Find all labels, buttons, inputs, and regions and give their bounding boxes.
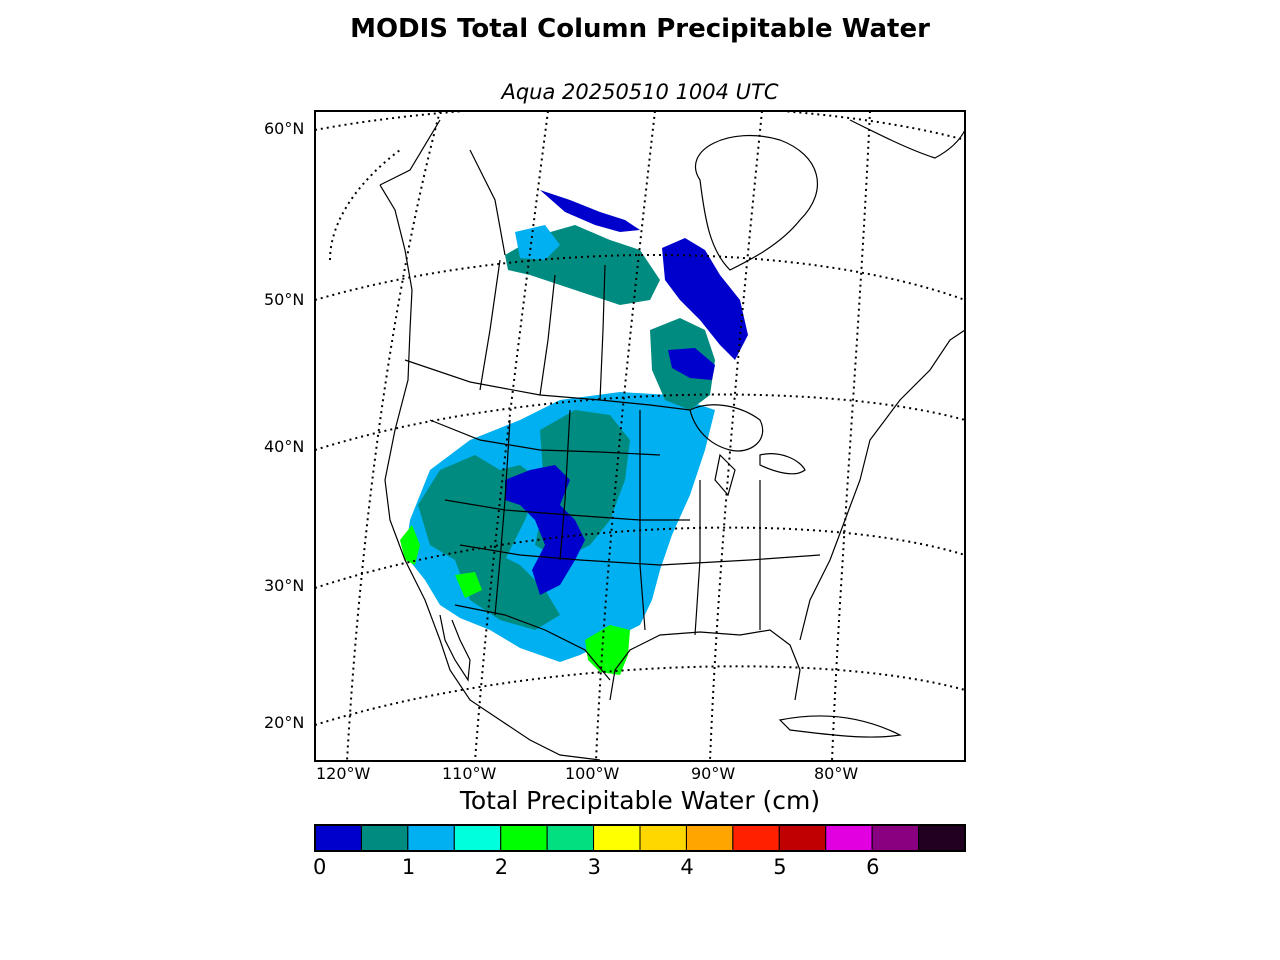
colorbar-tick-label: 4	[680, 855, 694, 879]
colorbar-bin-0	[314, 824, 362, 852]
colorbar-tick-label: 3	[587, 855, 601, 879]
lon-label-80w: 80°W	[814, 764, 859, 783]
colorbar-bin-4	[500, 824, 548, 852]
pw-region-light-blue-prairies	[515, 225, 560, 260]
colorbar-tick-label: 2	[494, 855, 509, 879]
colorbar-tick-label: 0	[313, 855, 327, 879]
lon-label-110w: 110°W	[442, 764, 497, 783]
colorbar-bin-7	[639, 824, 687, 852]
pw-region-teal-southwest	[455, 550, 560, 630]
colorbar-frame	[314, 824, 966, 852]
meridian-lines	[329, 111, 871, 761]
map-panel	[315, 111, 965, 761]
pw-region-green-arizona	[455, 572, 482, 598]
lon-label-90w: 90°W	[691, 764, 736, 783]
pw-region-green-texas	[585, 625, 630, 675]
colorbar	[314, 824, 966, 852]
colorbar-bin-6	[593, 824, 641, 852]
map-subtitle: Aqua 20250510 1004 UTC	[501, 80, 779, 104]
map-title: MODIS Total Column Precipitable Water	[350, 14, 930, 44]
lat-label-40n: 40°N	[264, 437, 305, 456]
lat-label-20n: 20°N	[264, 713, 305, 732]
lat-label-60n: 60°N	[264, 119, 305, 138]
pw-region-dark-blue-hudson-strip	[540, 190, 640, 232]
colorbar-bin-10	[778, 824, 827, 852]
pw-region-dark-blue-rockies	[505, 465, 585, 595]
lat-label-50n: 50°N	[264, 290, 305, 309]
lon-label-120w: 120°W	[316, 764, 371, 783]
colorbar-bin-9	[732, 824, 780, 852]
map-frame	[314, 110, 966, 762]
parallel-lines	[315, 111, 965, 726]
colorbar-bin-8	[685, 824, 734, 852]
colorbar-bin-11	[825, 824, 873, 852]
pw-region-green-california	[400, 525, 420, 565]
lat-label-30n: 30°N	[264, 576, 305, 595]
colorbar-bin-12	[871, 824, 920, 852]
colorbar-bin-2	[407, 824, 455, 852]
colorbar-title: Total Precipitable Water (cm)	[459, 786, 821, 815]
colorbar-tick-label: 5	[773, 855, 787, 879]
lon-label-100w: 100°W	[565, 764, 620, 783]
colorbar-bin-1	[360, 824, 409, 852]
pw-region-dark-blue-ontario	[662, 238, 748, 360]
colorbar-tick-label: 1	[401, 855, 416, 879]
coastlines-and-borders	[379, 119, 965, 761]
colorbar-bin-3	[453, 824, 502, 852]
colorbar-bin-5	[546, 824, 595, 852]
colorbar-bin-13	[918, 824, 966, 852]
precipitable-water-field	[400, 190, 748, 675]
colorbar-tick-label: 6	[866, 855, 880, 879]
pw-region-dark-blue-great-lakes	[668, 348, 715, 380]
